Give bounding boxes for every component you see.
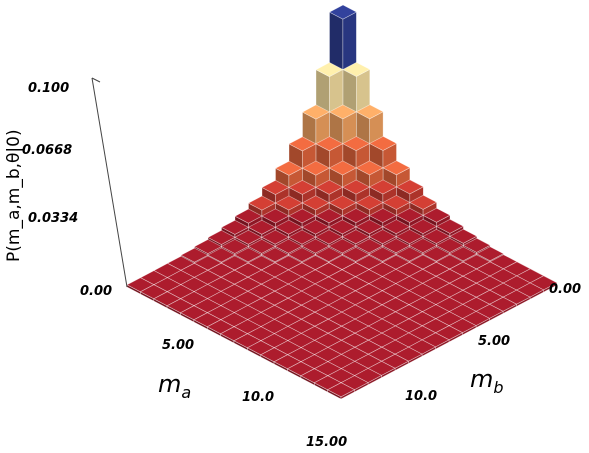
bar-top-face: [314, 247, 343, 262]
bar: [326, 382, 356, 400]
bar-top-face: [341, 179, 371, 195]
bar-top-face: [220, 219, 250, 235]
bar-top-face: [207, 229, 236, 245]
bar-top-face: [301, 238, 330, 254]
bar-top-face: [368, 179, 398, 195]
bar-top-face: [328, 219, 357, 235]
bar-top-face: [247, 219, 276, 235]
bar-top-face: [368, 246, 397, 262]
bar-top-face: [328, 104, 357, 120]
bar-top-face: [315, 136, 344, 152]
bar-top-face: [274, 160, 304, 176]
bar-top-face: [395, 246, 424, 262]
bar-top-face: [449, 228, 478, 244]
bar-top-face: [328, 4, 358, 20]
bar-top-face: [234, 247, 263, 263]
bar-top-face: [355, 238, 384, 254]
bar-top-face: [288, 179, 317, 195]
bar-top-face: [395, 179, 424, 195]
bar-top-face: [301, 195, 330, 211]
bar-top-face: [234, 208, 263, 224]
bar-top-face: [422, 246, 451, 262]
bar-top-face: [435, 238, 464, 253]
bar-top-face: [355, 195, 384, 210]
ma-axis-label: ma: [158, 370, 191, 402]
bar-top-face: [207, 247, 236, 263]
bar-top-face: [315, 62, 344, 78]
bar-top-face: [314, 229, 344, 245]
bar-top-face: [288, 208, 317, 224]
bars-group: [126, 4, 558, 400]
ma-tick-label: 15.00: [306, 435, 347, 450]
bar-top-face: [341, 229, 370, 245]
bar-top-face: [261, 208, 290, 224]
bar-top-face: [342, 136, 371, 151]
bar-top-face: [274, 219, 303, 235]
bar-top-face: [355, 219, 384, 235]
bar-top-face: [328, 238, 357, 254]
ma-tick-label: 5.00: [162, 338, 194, 353]
bar-top-face: [274, 195, 303, 211]
mb-tick-label: 5.00: [478, 334, 510, 349]
z-tick-label: 0.00: [80, 284, 112, 299]
bar-top-face: [261, 180, 290, 195]
bar-top-face: [220, 239, 249, 254]
z-axis-line-top: [91, 77, 101, 83]
bar-top-face: [382, 195, 411, 210]
bar-top-face: [355, 160, 384, 176]
bar-top-face: [328, 195, 357, 211]
bar-top-face: [301, 219, 330, 235]
mb-tick-label: 0.00: [549, 282, 581, 297]
ma-tick-label: 10.0: [242, 390, 274, 405]
bar-top-face: [301, 104, 331, 120]
bar-top-face: [341, 246, 370, 262]
bar-top-face: [422, 228, 451, 244]
z-axis-line: [91, 77, 128, 288]
z-tick-label: 0.0668: [22, 143, 72, 158]
bar-top-face: [274, 238, 303, 254]
bar-top-face: [288, 136, 317, 152]
bar-top-face: [342, 62, 371, 77]
bar-top-face: [247, 238, 276, 254]
mb-tick-label: 10.0: [405, 389, 437, 404]
bar-top-face: [193, 239, 223, 254]
bar-top-face: [328, 160, 357, 176]
bar-top-face: [408, 238, 438, 253]
bar-top-face: [382, 219, 411, 235]
bar-top-face: [395, 229, 424, 244]
bar-top-face: [314, 208, 344, 224]
bar-top-face: [368, 229, 397, 245]
bar-top-face: [408, 219, 438, 234]
bar-top-face: [422, 207, 451, 223]
bar-top-face: [287, 229, 317, 245]
bar-top-face: [315, 179, 344, 195]
bar-top-face: [449, 246, 478, 262]
bar-top-face: [381, 238, 411, 254]
z-axis-label: P(m_a,m_b,θ|0): [4, 129, 24, 262]
bar-top-face: [287, 247, 317, 263]
bar-top-face: [368, 136, 398, 151]
bar-top-face: [261, 229, 290, 245]
mb-axis-label: mb: [470, 365, 504, 397]
bar-top-face: [180, 247, 209, 263]
bar-top-face: [395, 207, 424, 223]
z-tick-label: 0.100: [28, 81, 69, 96]
bar-top-face: [368, 208, 397, 223]
bar-top-face: [326, 382, 356, 398]
bar-top-face: [462, 237, 491, 253]
bar-top-face: [355, 104, 384, 120]
bar-top-face: [301, 160, 330, 176]
bar-top-face: [247, 195, 277, 211]
z-tick-label: 0.0334: [28, 211, 78, 226]
bar-top-face: [435, 218, 465, 234]
bar-top-face: [341, 208, 371, 224]
bar-top-face: [260, 247, 290, 263]
bar-top-face: [409, 194, 438, 210]
bar-top-face: [234, 229, 263, 245]
bar-top-face: [475, 246, 505, 262]
bar-top-face: [382, 160, 411, 176]
